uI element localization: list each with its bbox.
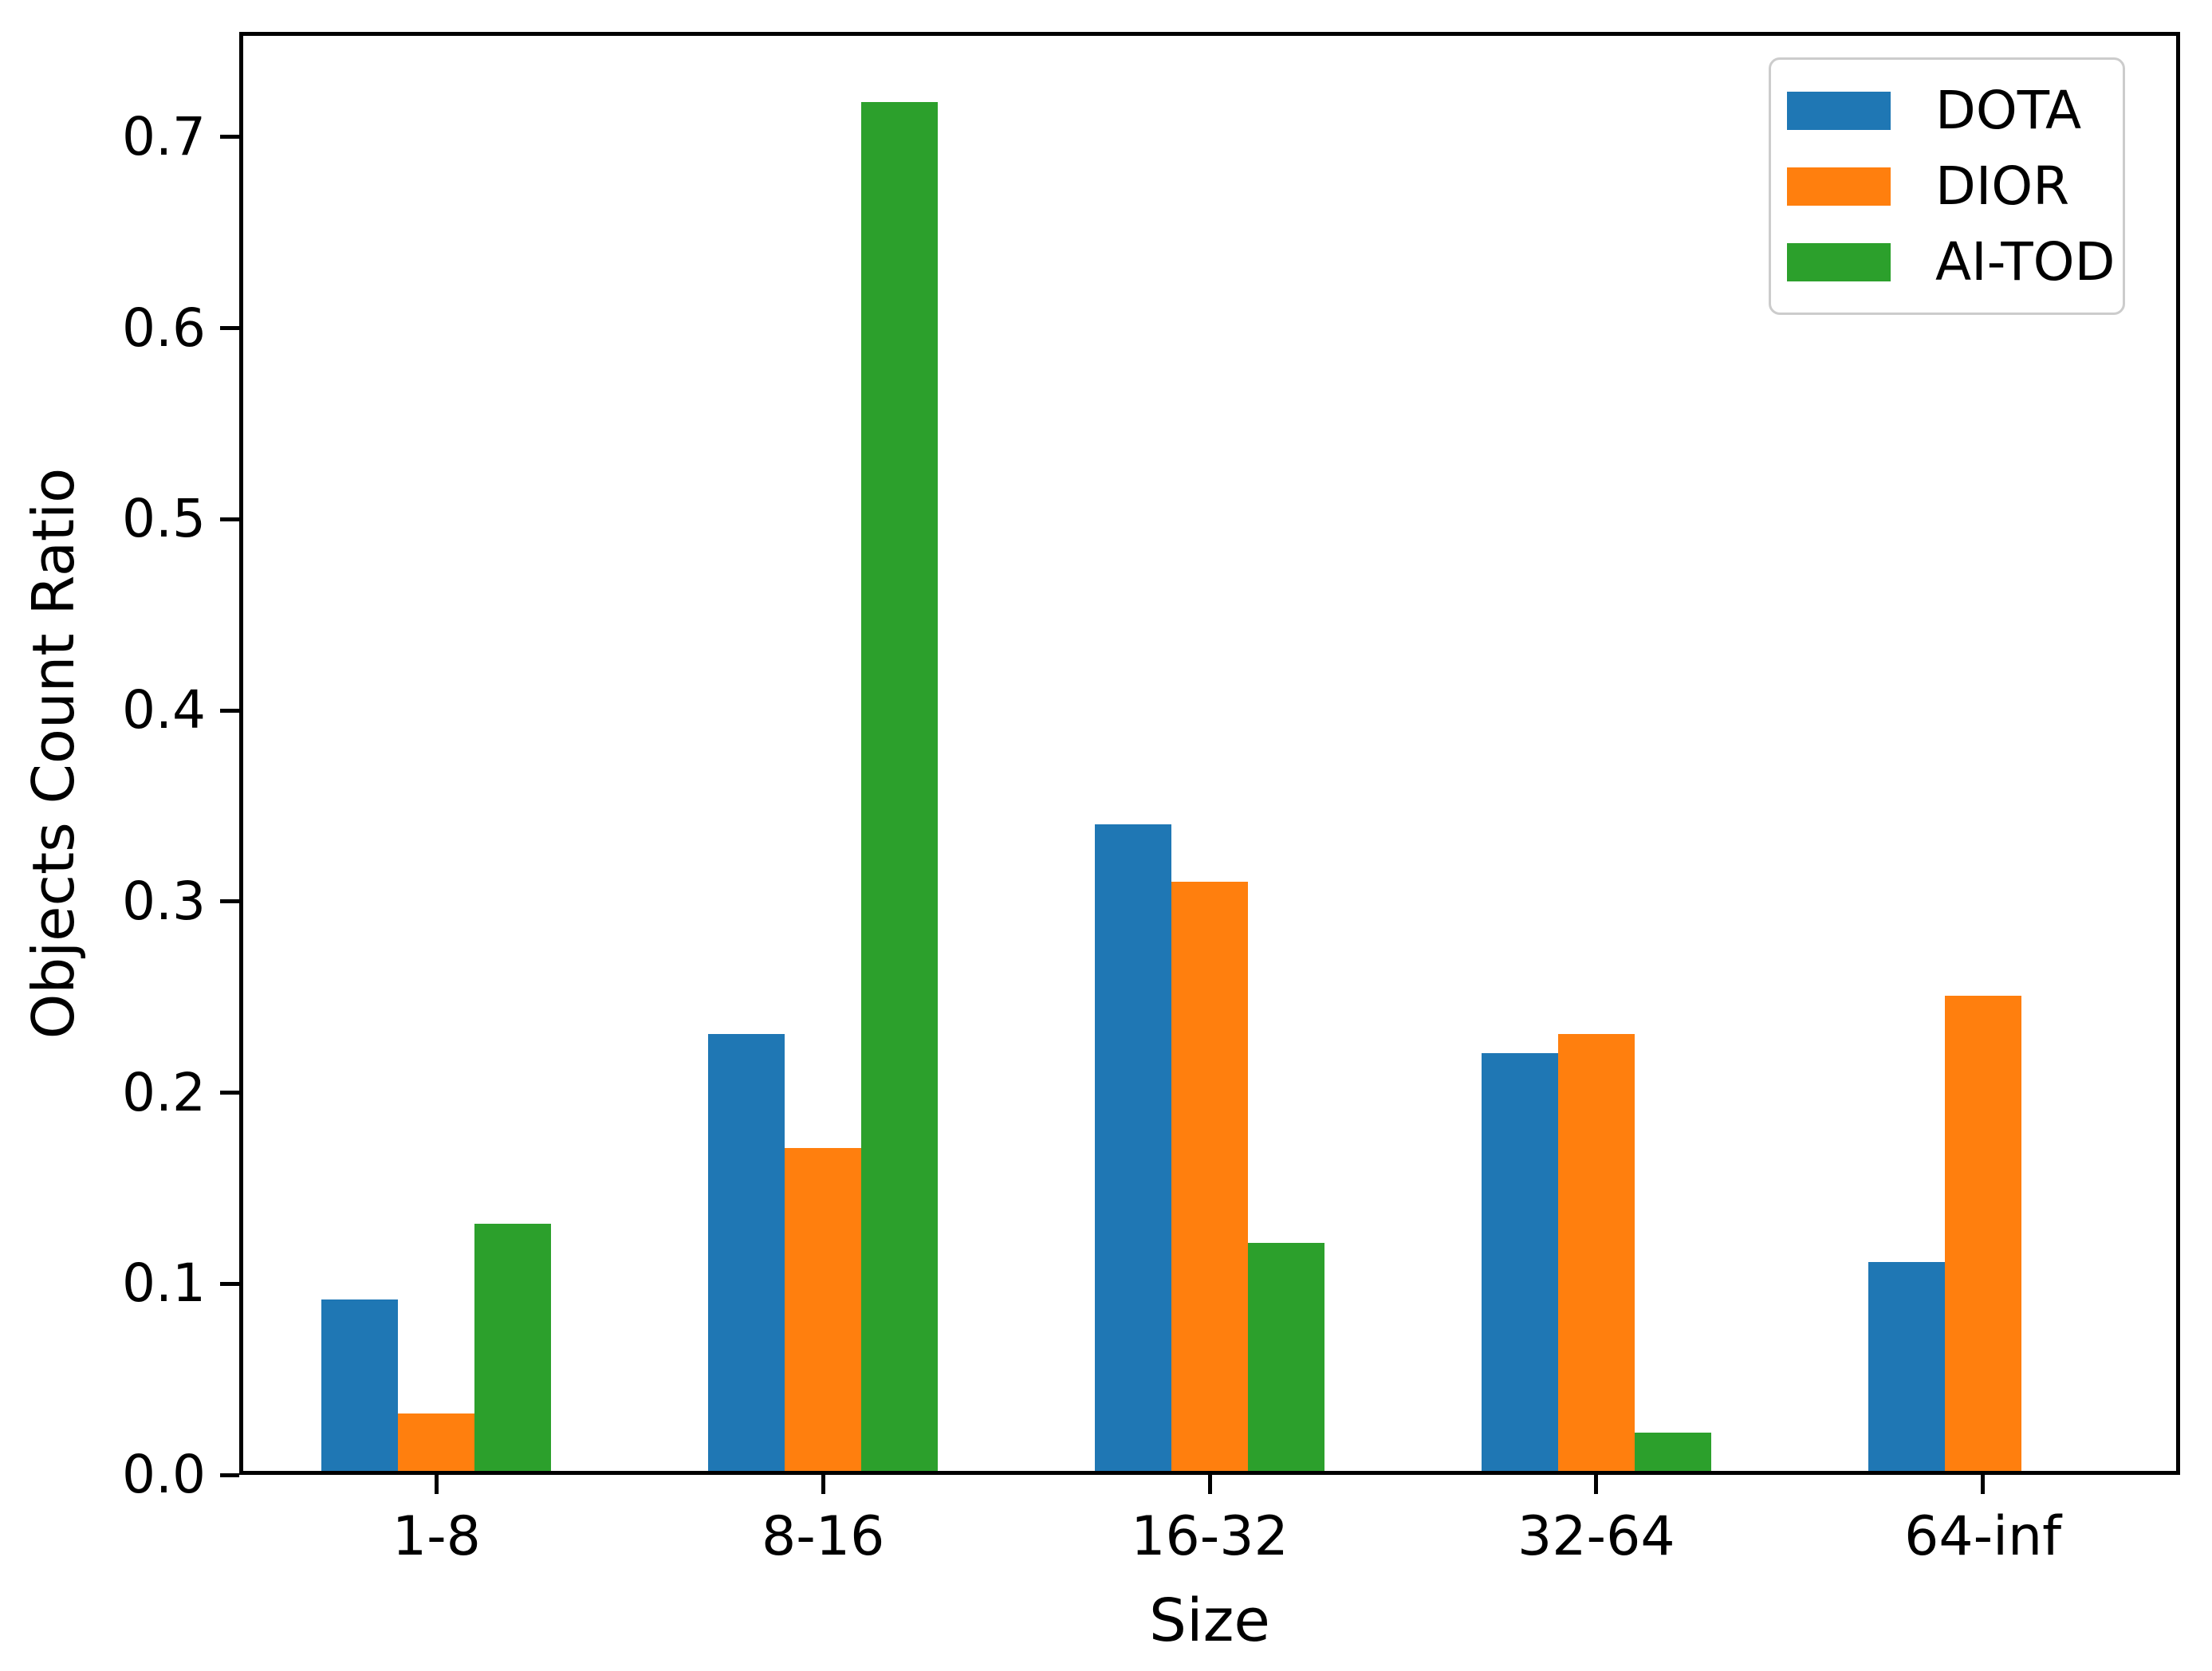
y-tick-label-0.6: 0.6	[122, 297, 206, 359]
bar-ai-tod-16-32	[1248, 1242, 1324, 1471]
bar-dota-8-16	[708, 1033, 785, 1471]
legend-entry-dior: DIOR	[1787, 155, 2115, 217]
x-axis-label: Size	[1149, 1586, 1270, 1655]
x-tick-mark-1-8	[434, 1475, 439, 1494]
x-tick-label-16-32: 16-32	[1131, 1505, 1289, 1568]
legend-entry-ai-tod: AI-TOD	[1787, 230, 2116, 293]
x-tick-label-64-inf: 64-inf	[1904, 1505, 2062, 1568]
y-tick-mark-0.5	[220, 517, 239, 521]
legend-label-ai-tod: AI-TOD	[1935, 230, 2116, 293]
y-tick-mark-0.2	[220, 1091, 239, 1095]
y-tick-mark-0.1	[220, 1281, 239, 1286]
legend: DOTA DIOR AI-TOD	[1769, 57, 2125, 315]
y-tick-label-0.2: 0.2	[122, 1061, 206, 1123]
y-tick-label-0.3: 0.3	[122, 870, 206, 932]
x-tick-label-1-8: 1-8	[392, 1505, 481, 1568]
y-tick-label-0.5: 0.5	[122, 488, 206, 550]
bar-ai-tod-8-16	[861, 102, 939, 1471]
bar-dota-16-32	[1095, 824, 1171, 1471]
x-tick-mark-64-inf	[1981, 1475, 1986, 1494]
y-tick-mark-0.6	[220, 326, 239, 331]
bar-dior-64-inf	[1944, 995, 2021, 1471]
y-tick-label-0.4: 0.4	[122, 679, 206, 741]
x-tick-mark-32-64	[1594, 1475, 1599, 1494]
bar-ai-tod-1-8	[474, 1224, 552, 1471]
bar-dota-64-inf	[1868, 1261, 1945, 1471]
bar-dior-1-8	[398, 1413, 475, 1471]
y-tick-mark-0.7	[220, 135, 239, 140]
bar-dior-16-32	[1171, 881, 1248, 1471]
y-tick-mark-0.3	[220, 899, 239, 904]
y-tick-label-0.7: 0.7	[122, 105, 206, 167]
x-tick-label-32-64: 32-64	[1517, 1505, 1675, 1568]
bar-ai-tod-32-64	[1634, 1433, 1711, 1471]
bar-dior-32-64	[1557, 1033, 1635, 1471]
legend-label-dota: DOTA	[1935, 79, 2082, 141]
x-tick-mark-16-32	[1207, 1475, 1212, 1494]
legend-swatch-ai-tod	[1787, 242, 1891, 281]
y-axis-label: Objects Count Ratio	[20, 467, 87, 1040]
bar-dota-32-64	[1481, 1052, 1558, 1471]
legend-swatch-dota	[1787, 91, 1891, 130]
bar-dota-1-8	[321, 1299, 399, 1471]
bar-dior-8-16	[785, 1147, 862, 1471]
x-tick-mark-8-16	[821, 1475, 825, 1494]
x-tick-label-8-16: 8-16	[762, 1505, 885, 1568]
legend-swatch-dior	[1787, 167, 1891, 206]
y-tick-label-0.1: 0.1	[122, 1252, 206, 1315]
y-tick-mark-0.4	[220, 708, 239, 713]
legend-entry-dota: DOTA	[1787, 79, 2115, 141]
legend-label-dior: DIOR	[1935, 155, 2070, 217]
y-tick-mark-0.0	[220, 1472, 239, 1477]
y-tick-label-0.0: 0.0	[122, 1444, 206, 1505]
